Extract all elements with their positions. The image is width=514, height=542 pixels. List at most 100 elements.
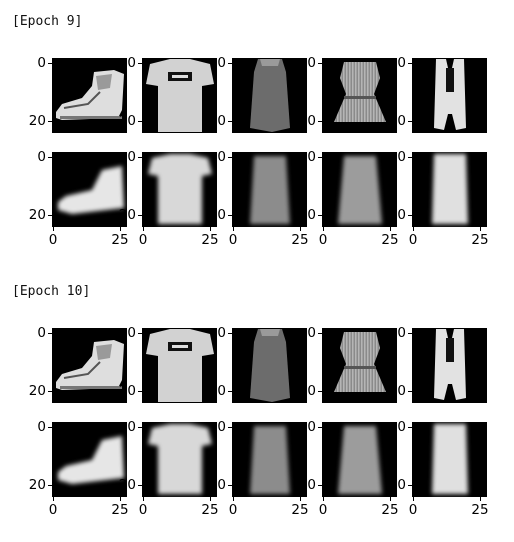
y-tick-mark [228,63,232,64]
t-shirt-image [148,154,212,224]
x-tick-mark [53,497,54,501]
y-tick-mark [48,333,52,334]
ankle-boot-image [56,340,124,390]
dress-dark-image [250,329,290,402]
y-tick-label: 20 [298,477,316,493]
image-panel-reconstruction-top-sleeveless [412,422,487,497]
y-tick-label: 0 [127,149,136,165]
y-tick-mark [318,63,322,64]
y-tick-label: 0 [217,325,226,341]
image-panel-original-top-sleeveless [412,328,487,403]
y-tick-label: 0 [217,149,226,165]
y-tick-mark [48,427,52,428]
y-tick-mark [48,121,52,122]
y-tick-label: 0 [37,419,46,435]
x-tick-mark [413,227,414,231]
dress-dark-image [250,59,290,132]
top-sleeveless-image [434,329,466,400]
y-tick-label: 0 [397,149,406,165]
y-tick-mark [408,121,412,122]
x-tick-mark [233,227,234,231]
x-tick-mark [323,497,324,501]
y-tick-label: 20 [208,113,226,129]
x-tick-mark [210,227,211,231]
image-panel-original-ankle-boot [52,58,127,133]
x-tick-label: 0 [228,232,238,248]
y-tick-mark [408,391,412,392]
y-tick-mark [138,157,142,158]
x-tick-mark [300,497,301,501]
y-tick-label: 0 [127,325,136,341]
y-tick-label: 0 [37,55,46,71]
ankle-boot-image [58,166,124,214]
x-tick-mark [390,227,391,231]
x-tick-label: 25 [291,502,309,518]
image-panel-original-dress-patterned [322,58,397,133]
y-tick-mark [408,427,412,428]
y-tick-label: 0 [217,419,226,435]
y-tick-label: 20 [388,477,406,493]
x-tick-label: 25 [471,502,489,518]
x-tick-mark [480,227,481,231]
y-tick-label: 0 [37,149,46,165]
x-tick-label: 0 [48,232,58,248]
image-panel-reconstruction-dress-patterned [322,422,397,497]
ankle-boot-image [58,436,124,484]
ankle-boot-image [56,70,124,120]
x-tick-mark [120,227,121,231]
image-panel-reconstruction-dress-patterned [322,152,397,227]
y-tick-label: 20 [208,383,226,399]
y-tick-label: 20 [28,383,46,399]
t-shirt-image [148,424,212,494]
y-tick-mark [408,63,412,64]
y-tick-label: 20 [388,207,406,223]
x-tick-label: 25 [291,232,309,248]
top-sleeveless-image [434,59,466,130]
image-panel-original-t-shirt [142,328,217,403]
top-sleeveless-image [432,424,468,494]
image-panel-reconstruction-t-shirt [142,152,217,227]
x-tick-label: 0 [228,502,238,518]
y-tick-mark [48,157,52,158]
t-shirt-image [146,59,214,132]
y-tick-mark [408,157,412,158]
y-tick-mark [318,215,322,216]
y-tick-mark [408,333,412,334]
y-tick-label: 0 [127,55,136,71]
x-tick-mark [390,497,391,501]
x-tick-mark [120,497,121,501]
x-tick-mark [210,497,211,501]
top-sleeveless-image [432,154,468,224]
y-tick-mark [138,121,142,122]
x-tick-label: 0 [138,502,148,518]
y-tick-label: 20 [28,207,46,223]
y-tick-label: 20 [388,113,406,129]
t-shirt-image [146,329,214,402]
dress-patterned-image [334,332,386,392]
y-tick-label: 0 [127,419,136,435]
y-tick-label: 0 [307,419,316,435]
x-tick-label: 25 [111,232,129,248]
y-tick-mark [318,427,322,428]
y-tick-label: 20 [118,207,136,223]
y-tick-label: 0 [37,325,46,341]
y-tick-mark [228,333,232,334]
y-tick-mark [318,391,322,392]
y-tick-label: 20 [208,207,226,223]
x-tick-label: 0 [408,502,418,518]
y-tick-mark [138,485,142,486]
image-panel-original-ankle-boot [52,328,127,403]
y-tick-mark [228,391,232,392]
y-tick-mark [228,427,232,428]
y-tick-label: 0 [397,419,406,435]
y-tick-mark [138,63,142,64]
y-tick-label: 0 [217,55,226,71]
y-tick-label: 20 [118,477,136,493]
epoch-label: [Epoch 9] [12,14,83,29]
y-tick-mark [138,215,142,216]
x-tick-label: 25 [201,502,219,518]
y-tick-label: 20 [118,113,136,129]
image-panel-original-t-shirt [142,58,217,133]
y-tick-mark [138,333,142,334]
dress-patterned-image [334,62,386,122]
